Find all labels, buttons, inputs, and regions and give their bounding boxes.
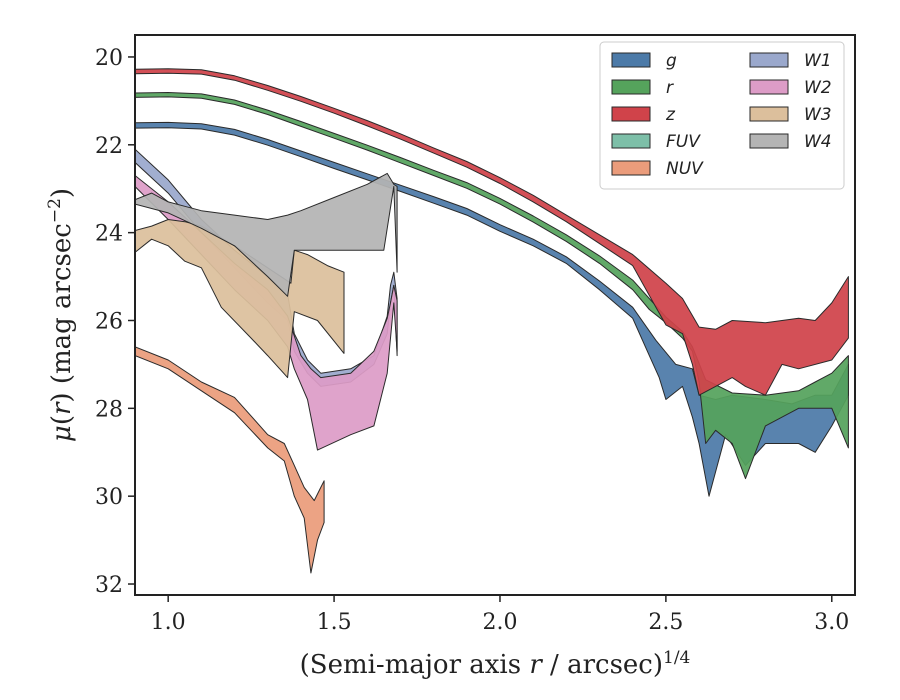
- y-axis-ticks: 20 22 24 26 28 30 32: [95, 46, 135, 598]
- legend-swatch-nuv: [611, 160, 651, 176]
- legend-box: [599, 41, 845, 190]
- x-tick-label: 2.0: [482, 610, 517, 635]
- legend-swatch-w4: [749, 133, 789, 149]
- series-layer: [135, 68, 849, 574]
- legend-label-w2: W2: [804, 78, 832, 98]
- legend-swatch-w3: [749, 106, 789, 122]
- legend: grz FUV NUV W1 W2 W3 W4: [599, 41, 845, 190]
- y-tick-label: 30: [95, 485, 123, 510]
- legend-swatch-r: [611, 79, 651, 95]
- legend-swatch-w1: [749, 52, 789, 68]
- legend-swatch-z: [611, 106, 651, 122]
- legend-label-z: z: [665, 105, 676, 125]
- legend-label-r: r: [666, 78, 674, 98]
- band-g: [135, 121, 849, 497]
- legend-swatch-g: [611, 52, 651, 68]
- y-tick-label: 24: [95, 222, 123, 247]
- x-tick-label: 1.0: [151, 610, 186, 635]
- plot-frame: [134, 34, 856, 596]
- band-r: [135, 92, 849, 480]
- legend-label-fuv: FUV: [666, 132, 701, 152]
- x-axis-label: (Semi-major axis r / arcsec)1/4: [300, 648, 691, 680]
- y-tick-label: 32: [95, 573, 123, 598]
- legend-label-w4: W4: [804, 132, 832, 152]
- y-tick-label: 22: [95, 134, 123, 159]
- x-tick-label: 2.5: [648, 610, 683, 635]
- legend-label-w1: W1: [804, 51, 832, 71]
- legend-swatch-fuv: [611, 133, 651, 149]
- legend-label-nuv: NUV: [666, 159, 704, 179]
- band-nuv: [135, 346, 325, 574]
- y-tick-label: 20: [95, 46, 123, 71]
- legend-label-g: g: [666, 51, 677, 71]
- x-axis-ticks: 1.0 1.5 2.0 2.5 3.0: [151, 595, 849, 635]
- legend-swatch-w2: [749, 79, 789, 95]
- legend-label-w3: W3: [804, 105, 832, 125]
- y-tick-label: 28: [95, 397, 123, 422]
- y-tick-label: 26: [95, 309, 123, 334]
- y-axis-label: μ(r) (mag arcsec−2): [45, 188, 77, 442]
- x-tick-label: 1.5: [317, 610, 352, 635]
- x-tick-label: 3.0: [814, 610, 849, 635]
- band-w4: [135, 172, 398, 297]
- band-z: [135, 68, 849, 396]
